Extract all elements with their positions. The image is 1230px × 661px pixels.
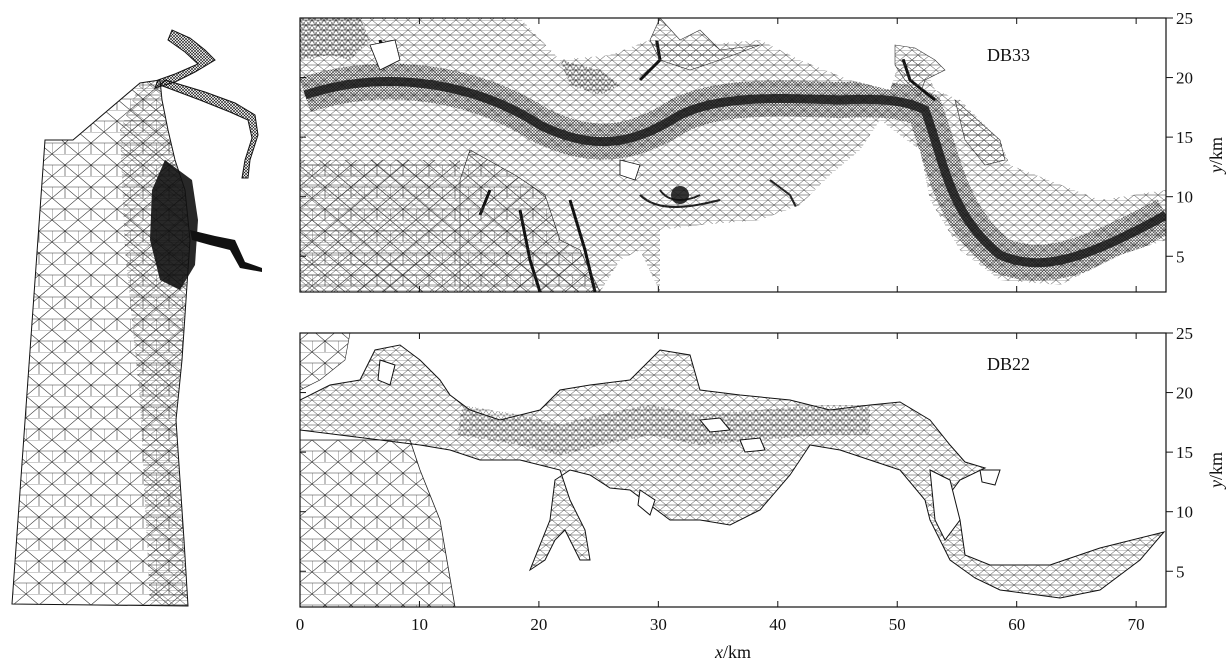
- x-tick-label: 0: [296, 615, 305, 634]
- bottom-plot-frame: [299, 332, 1167, 608]
- y-ticks: 5 10 15 20 25 5 10 15 20 25: [300, 9, 1193, 581]
- overview-mesh: [11, 29, 262, 607]
- top-plot-frame: [299, 17, 1167, 293]
- overview-upper-estuary: [154, 29, 216, 89]
- top-panel-label: DB33: [987, 45, 1030, 65]
- x-tick-label: 30: [650, 615, 667, 634]
- top-land-south-bank: [660, 120, 1166, 292]
- y-tick-label: 20: [1176, 384, 1193, 403]
- panel-bottom: DB22: [299, 332, 1167, 608]
- y-tick-label: 20: [1176, 69, 1193, 88]
- y-tick-label: 15: [1176, 443, 1193, 462]
- y-tick-label: 10: [1176, 503, 1193, 522]
- bottom-panel-label: DB22: [987, 354, 1030, 374]
- overview-tributary-a: [159, 79, 259, 179]
- y-tick-label: 25: [1176, 324, 1193, 343]
- x-tick-label: 60: [1008, 615, 1025, 634]
- overview-dense-zone: [150, 160, 198, 290]
- y-axis-label-top: y/km: [1206, 137, 1226, 175]
- x-tick-label: 50: [889, 615, 906, 634]
- x-tick-label: 70: [1128, 615, 1145, 634]
- y-axis-label-bottom: y/km: [1206, 452, 1226, 490]
- x-axis-label: x/km: [714, 642, 751, 661]
- x-tick-label: 40: [769, 615, 786, 634]
- x-tick-label: 10: [411, 615, 428, 634]
- top-land-lower-left: [459, 149, 601, 292]
- bottom-islands: [637, 417, 1001, 541]
- y-tick-label: 5: [1176, 562, 1185, 581]
- overview-tributary-b: [190, 230, 262, 272]
- x-ticks: 0 10 20 30 40 50 60 70: [296, 18, 1145, 634]
- panel-top: DB33: [299, 17, 1167, 293]
- y-tick-label: 25: [1176, 9, 1193, 28]
- x-tick-label: 20: [530, 615, 547, 634]
- y-tick-label: 15: [1176, 128, 1193, 147]
- top-land-north-bank: [430, 18, 1166, 200]
- y-tick-label: 10: [1176, 188, 1193, 207]
- y-tick-label: 5: [1176, 247, 1185, 266]
